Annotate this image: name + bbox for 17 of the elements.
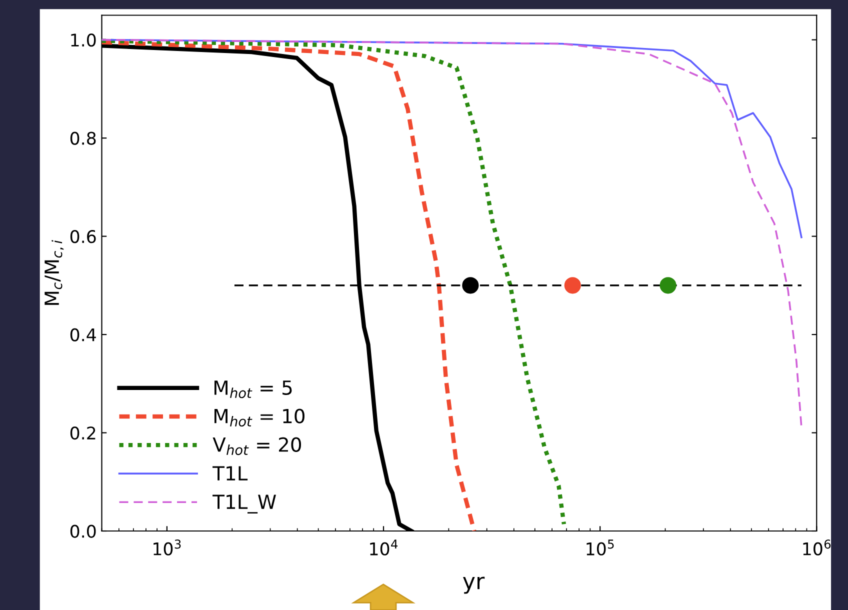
x-tick-label: 10$^{4}$ <box>370 540 398 556</box>
y-tick-label: 0.8 <box>70 132 96 145</box>
legend-label: V$_{hot}$ = 20 <box>212 437 302 456</box>
y-tick-label: 0.2 <box>70 426 96 440</box>
x-axis-title: yr <box>463 576 485 594</box>
legend-label: T1L_W <box>212 494 276 514</box>
legend-label: T1L <box>212 466 248 480</box>
x-tick-label: 10$^{3}$ <box>154 540 181 556</box>
x-tick-label: 10$^{5}$ <box>586 540 614 556</box>
y-tick-label: 1.0 <box>71 34 96 47</box>
y-tick-label: 0.6 <box>70 230 96 244</box>
y-tick-label: 0.0 <box>70 524 96 538</box>
legend-label: M$_{hot}$ = 5 <box>214 380 292 398</box>
y-axis-title: M$_{c}$/M$_{c,i}$ <box>44 240 64 305</box>
x-tick-label: 10$^{6}$ <box>803 540 831 556</box>
y-tick-label: 0.4 <box>70 328 96 342</box>
legend-label: M$_{hot}$ = 10 <box>214 408 304 427</box>
